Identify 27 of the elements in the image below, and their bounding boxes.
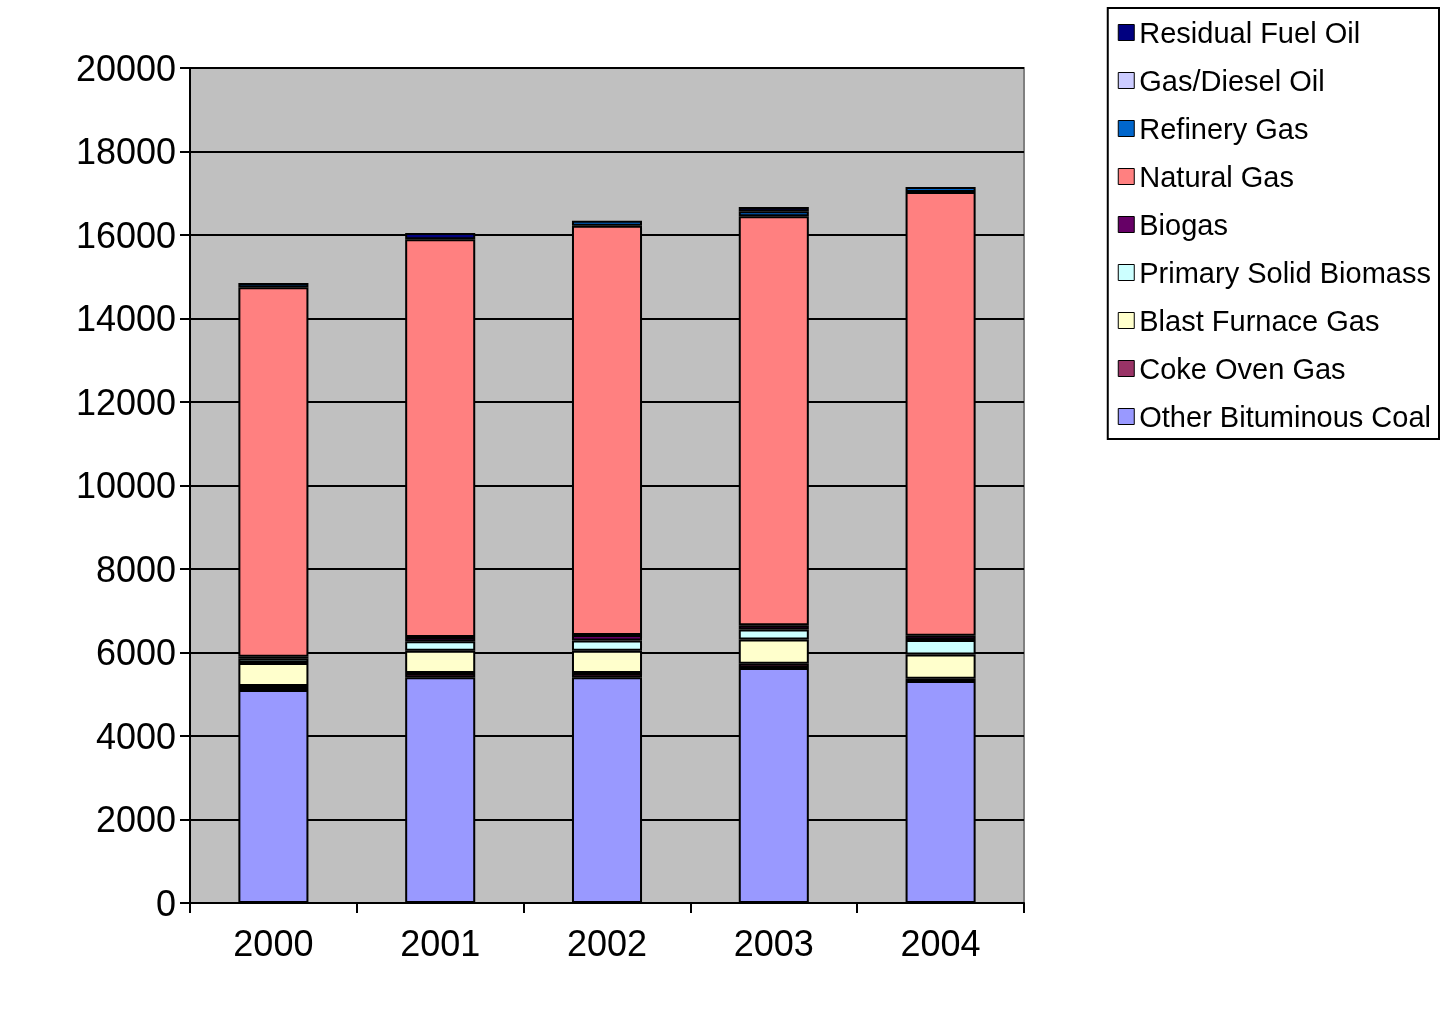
legend-label: Coke Oven Gas xyxy=(1139,352,1346,385)
bar xyxy=(738,207,809,212)
legend-label: Residual Fuel Oil xyxy=(1139,16,1361,49)
legend-label: Blast Furnace Gas xyxy=(1139,304,1380,337)
legend-label: Natural Gas xyxy=(1139,160,1294,193)
legend-label: Primary Solid Biomass xyxy=(1139,256,1431,289)
legend-label: Biogas xyxy=(1139,208,1228,241)
y-tick-label: 10000 xyxy=(75,465,176,506)
x-tick-label: 2004 xyxy=(900,922,981,964)
y-tick-label: 2000 xyxy=(95,799,176,840)
x-tick-label: 2000 xyxy=(233,922,314,964)
legend-label: Gas/Diesel Oil xyxy=(1139,64,1325,97)
legend-label: Refinery Gas xyxy=(1139,112,1309,145)
y-tick-label: 12000 xyxy=(75,381,176,423)
x-tick-label: 2002 xyxy=(566,922,648,964)
y-tick-label: 18000 xyxy=(75,131,176,172)
y-tick-label: 4000 xyxy=(95,715,176,757)
y-tick-label: 8000 xyxy=(95,548,176,590)
y-tick-label: 16000 xyxy=(75,214,176,256)
legend-label: Other Bituminous Coal xyxy=(1139,400,1432,433)
x-tick-label: 2003 xyxy=(733,922,814,964)
x-tick-label: 2001 xyxy=(400,922,481,964)
bar xyxy=(238,662,309,686)
y-tick-label: 6000 xyxy=(95,632,176,673)
y-tick-label: 0 xyxy=(155,882,176,924)
y-tick-label: 20000 xyxy=(75,47,176,89)
y-tick-label: 14000 xyxy=(75,298,176,339)
